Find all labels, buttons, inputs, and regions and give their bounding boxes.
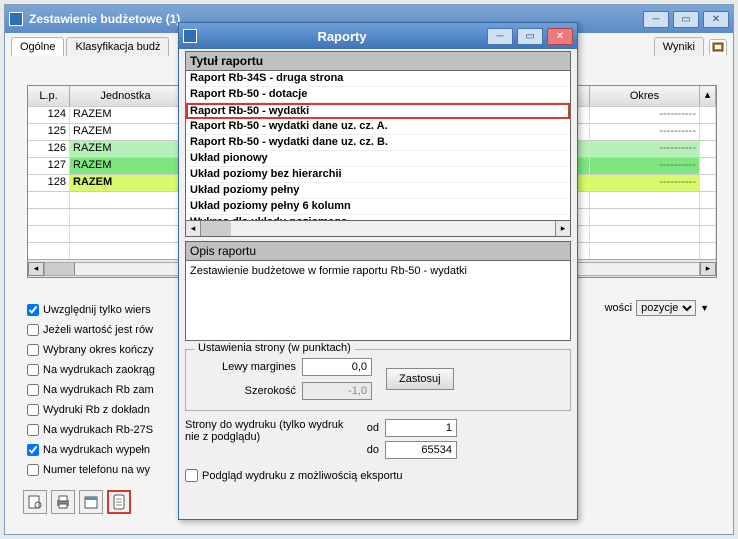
export-checkbox-label: Podgląd wydruku z możliwością eksportu (202, 470, 403, 482)
print-icon[interactable] (51, 490, 75, 514)
opis-header: Opis raportu (185, 241, 571, 261)
rlist-hscroll-thumb[interactable] (201, 221, 231, 236)
cell-lp: 126 (28, 141, 70, 157)
od-label: od (355, 422, 379, 434)
cell-okres: ---------- (590, 124, 700, 140)
report-list-header: Tytuł raportu (185, 51, 571, 71)
page-settings-group: Ustawienia strony (w punktach) Lewy marg… (185, 349, 571, 411)
scroll-up-button[interactable]: ▴ (700, 86, 716, 106)
cell-lp: 125 (28, 124, 70, 140)
cell-okres: ---------- (590, 141, 700, 157)
apply-button[interactable]: Zastosuj (386, 368, 454, 390)
dlg-titlebar[interactable]: Raporty ─ ▭ ✕ (179, 23, 577, 49)
wosci-label: wości (605, 302, 633, 314)
dlg-minimize-button[interactable]: ─ (487, 28, 513, 45)
cell-okres: ---------- (590, 175, 700, 191)
cell-jednostka: RAZEM (70, 141, 182, 157)
col-okres[interactable]: Okres (590, 86, 700, 106)
dlg-app-icon (183, 29, 197, 43)
checkbox[interactable] (27, 364, 39, 376)
pages-section: Strony do wydruku (tylko wydruk nie z po… (185, 419, 571, 459)
cell-scroll (700, 175, 716, 191)
bg-minimize-button[interactable]: ─ (643, 11, 669, 28)
do-field[interactable] (385, 441, 457, 459)
rlist-hscroll-left[interactable]: ◂ (186, 221, 201, 236)
calendar-icon[interactable] (79, 490, 103, 514)
cell-lp: 127 (28, 158, 70, 174)
rlist-hscroll-right[interactable]: ▸ (555, 221, 570, 236)
film-icon (712, 42, 724, 52)
hscroll-right[interactable]: ▸ (700, 262, 716, 276)
hscroll-thumb[interactable] (45, 263, 75, 275)
left-margin-label: Lewy margines (196, 361, 296, 373)
cell-lp: 124 (28, 107, 70, 123)
cell-jednostka: RAZEM (70, 124, 182, 140)
bg-close-button[interactable]: ✕ (703, 11, 729, 28)
tab-klasyfikacja[interactable]: Klasyfikacja budż (66, 37, 169, 56)
tab-wyniki[interactable]: Wyniki (654, 37, 704, 56)
report-list-hscroll[interactable]: ◂ ▸ (185, 221, 571, 237)
dlg-title: Raporty (197, 29, 487, 44)
tab-ogolne[interactable]: Ogólne (11, 37, 64, 56)
wosci-select[interactable]: pozycje (636, 300, 696, 316)
wosci-control: wości pozycje ▼ (605, 300, 709, 316)
cell-okres: ---------- (590, 107, 700, 123)
cell-scroll (700, 124, 716, 140)
col-jednostka[interactable]: Jednostka (70, 86, 182, 106)
checkbox[interactable] (27, 464, 39, 476)
left-margin-field[interactable] (302, 358, 372, 376)
checkbox[interactable] (27, 404, 39, 416)
checkbox[interactable] (27, 324, 39, 336)
rlist-hscroll-track[interactable] (201, 221, 555, 236)
pages-text: Strony do wydruku (tylko wydruk nie z po… (185, 419, 345, 443)
od-field[interactable] (385, 419, 457, 437)
tab-icon-extra[interactable] (709, 39, 727, 55)
report-list-item[interactable]: Raport Rb-50 - wydatki dane uz. cz. A. (186, 119, 570, 135)
bg-title: Zestawienie budżetowe (1) (29, 12, 180, 26)
cell-okres: ---------- (590, 158, 700, 174)
cell-scroll (700, 158, 716, 174)
export-checkbox[interactable] (185, 469, 198, 482)
report-list[interactable]: Raport Rb-34S - druga stronaRaport Rb-50… (185, 71, 571, 221)
hscroll-left[interactable]: ◂ (28, 262, 44, 276)
report-list-item[interactable]: Raport Rb-50 - wydatki dane uz. cz. B. (186, 135, 570, 151)
report-list-item[interactable]: Układ poziomy pełny 6 kolumn (186, 199, 570, 215)
cell-scroll (700, 107, 716, 123)
cell-jednostka: RAZEM (70, 107, 182, 123)
bottom-toolbar (23, 490, 131, 514)
report-list-item[interactable]: Raport Rb-50 - dotacje (186, 87, 570, 103)
opis-body: Zestawienie budżetowe w formie raportu R… (185, 261, 571, 341)
report-list-item[interactable]: Układ poziomy bez hierarchii (186, 167, 570, 183)
width-label: Szerokość (196, 385, 296, 397)
cell-jednostka: RAZEM (70, 175, 182, 191)
checkbox[interactable] (27, 424, 39, 436)
raporty-dialog: Raporty ─ ▭ ✕ Tytuł raportu Raport Rb-34… (178, 22, 578, 520)
wosci-dropdown-icon: ▼ (700, 303, 709, 313)
page-settings-title: Ustawienia strony (w punktach) (194, 342, 355, 354)
export-checkbox-row[interactable]: Podgląd wydruku z możliwością eksportu (185, 469, 571, 482)
dlg-body: Tytuł raportu Raport Rb-34S - druga stro… (179, 49, 577, 519)
preview-icon[interactable] (23, 490, 47, 514)
dlg-maximize-button[interactable]: ▭ (517, 28, 543, 45)
bg-maximize-button[interactable]: ▭ (673, 11, 699, 28)
checkbox[interactable] (27, 304, 39, 316)
checkbox[interactable] (27, 344, 39, 356)
do-label: do (355, 444, 379, 456)
width-field (302, 382, 372, 400)
report-list-item[interactable]: Układ pionowy (186, 151, 570, 167)
app-icon (9, 12, 23, 26)
report-list-item[interactable]: Układ poziomy pełny (186, 183, 570, 199)
col-lp[interactable]: L.p. (28, 86, 70, 106)
dlg-close-button[interactable]: ✕ (547, 28, 573, 45)
report-list-item[interactable]: Raport Rb-50 - wydatki (186, 103, 570, 119)
report-list-item[interactable]: Raport Rb-34S - druga strona (186, 71, 570, 87)
cell-lp: 128 (28, 175, 70, 191)
checkbox[interactable] (27, 384, 39, 396)
cell-scroll (700, 141, 716, 157)
report-icon[interactable] (107, 490, 131, 514)
checkbox[interactable] (27, 444, 39, 456)
cell-jednostka: RAZEM (70, 158, 182, 174)
